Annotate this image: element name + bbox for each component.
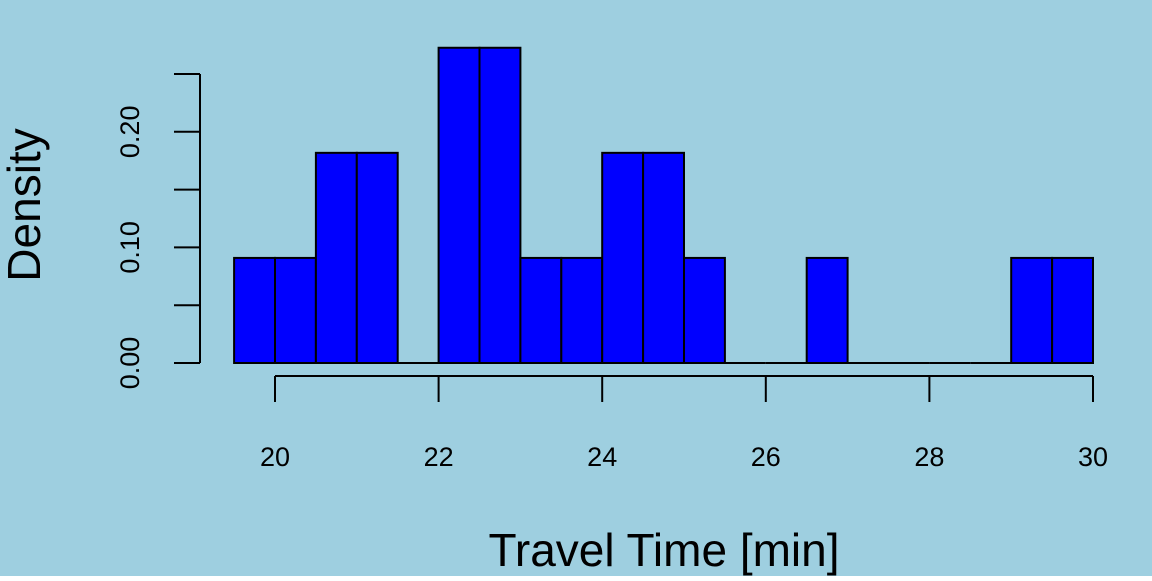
- histogram-bar: [642, 151, 685, 364]
- y-tick-label: 0.00: [115, 337, 145, 390]
- histogram-bar: [355, 151, 399, 364]
- histogram-bar: [683, 256, 726, 364]
- histogram-bar: [1010, 256, 1054, 364]
- x-tick-label: 22: [424, 442, 454, 472]
- histogram-bar: [314, 151, 358, 364]
- x-axis-title: Travel Time [min]: [488, 524, 839, 576]
- x-axis: 20 22 24 26 28 30: [260, 375, 1108, 472]
- y-tick-label: 0.20: [115, 106, 145, 159]
- x-tick-label: 24: [587, 442, 617, 472]
- y-axis: 0.00 0.10 0.20: [115, 73, 201, 390]
- histogram-bar: [1051, 256, 1094, 364]
- histogram-bar: [478, 46, 522, 365]
- histogram-bar: [274, 256, 317, 364]
- histogram-bar: [519, 256, 563, 364]
- y-tick-label: 0.10: [115, 221, 145, 274]
- histogram-bar: [601, 151, 645, 364]
- x-tick-label: 20: [260, 442, 290, 472]
- x-tick-label: 30: [1078, 442, 1108, 472]
- histogram-bar: [233, 256, 277, 364]
- histogram-bar: [560, 256, 604, 364]
- y-axis-title: Density: [0, 128, 50, 281]
- x-tick-label: 28: [914, 442, 944, 472]
- histogram-bars: [233, 46, 1094, 365]
- x-tick-label: 26: [751, 442, 781, 472]
- histogram-bar: [437, 46, 481, 365]
- histogram-bar: [805, 256, 849, 364]
